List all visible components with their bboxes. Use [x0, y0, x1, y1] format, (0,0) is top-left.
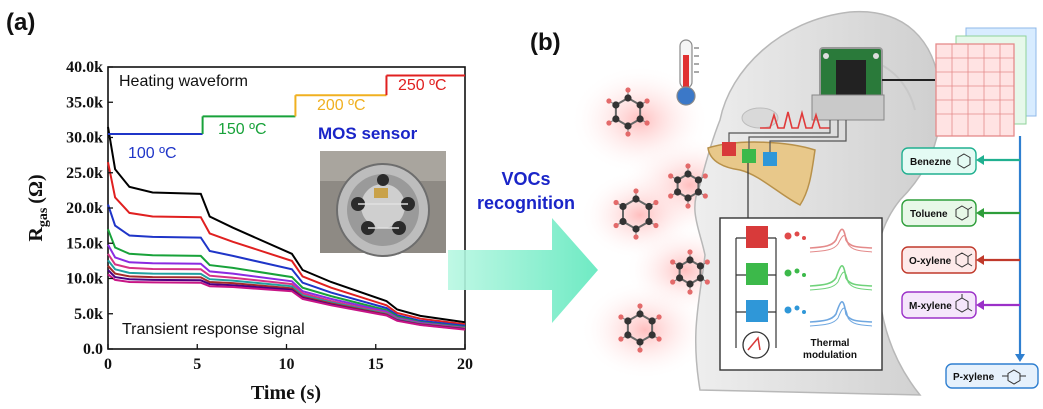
circuit-board: [811, 47, 935, 121]
thermal-label-line1: Thermal: [811, 338, 850, 349]
x-axis-title: Time (s): [251, 382, 321, 404]
mos-sensor-label: MOS sensor: [318, 124, 418, 143]
x-tick-label-1: 5: [193, 356, 201, 373]
molecule-2: [613, 188, 659, 240]
x-tick-label-2: 10: [279, 356, 295, 373]
arrow-label-line2: recognition: [477, 193, 575, 213]
panel-b-label: (b): [530, 29, 561, 56]
voc-box-p-xylene: P-xylene: [945, 363, 1039, 389]
voc-name-toluene: Toluene: [910, 209, 948, 220]
y-tick-label-8: 40.0k: [66, 59, 103, 76]
resistance-chart: 0.0 5.0k 10.0k 15.0k 20.0k 25.0k 30.0k 35.0k 40.…: [25, 59, 473, 404]
thermal-label-line2: modulation: [803, 350, 857, 361]
step-label-200c: 200 ºC: [317, 97, 366, 114]
y-axis-title-sub: gas: [36, 207, 51, 227]
y-axis-title-main: R: [25, 227, 47, 242]
sensor-chamber: [707, 120, 847, 218]
y-axis-title: Rgas (Ω): [25, 174, 51, 241]
voc-name-o-xylene: O-xylene: [909, 256, 952, 267]
series-line-2: [107, 204, 466, 327]
transient-response-label: Transient response signal: [122, 321, 305, 338]
classification-branches: [976, 136, 1025, 362]
molecule-0: [606, 87, 650, 137]
x-axis-ticks: 0 5 10 15 20: [104, 344, 473, 373]
voc-box-m-xylene: M-xylene: [901, 291, 977, 319]
y-axis-ticks: 0.0 5.0k 10.0k 15.0k 20.0k 25.0k 30.0k 35.0k 40.…: [66, 59, 113, 358]
svg-text:Rgas(Ω): Rgas (Ω): [25, 174, 51, 241]
step-label-100c: 100 ºC: [128, 145, 177, 162]
series-line-9: [107, 273, 466, 331]
y-tick-label-2: 10.0k: [66, 271, 103, 288]
pulse-signal: [760, 109, 830, 129]
series-line-0: [107, 126, 466, 324]
vocs-recognition-arrow: VOCs recognition: [448, 169, 598, 323]
step-label-250c: 250 ºC: [398, 77, 447, 94]
voc-box-toluene: Toluene: [901, 199, 977, 227]
y-tick-label-4: 20.0k: [66, 200, 103, 217]
y-tick-label-3: 15.0k: [66, 235, 103, 252]
step-label-150c: 150 ºC: [218, 121, 267, 138]
x-tick-label-0: 0: [104, 356, 112, 373]
voc-box-benezne: Benezne: [901, 147, 977, 175]
y-tick-label-1: 5.0k: [74, 306, 103, 323]
data-matrix-stack: [935, 27, 1037, 137]
series-layer: [107, 126, 466, 331]
thermal-modulation-box: Thermal modulation: [719, 217, 883, 371]
x-tick-label-3: 15: [368, 356, 384, 373]
voc-name-benezne: Benezne: [910, 157, 952, 168]
y-tick-label-0: 0.0: [83, 341, 103, 358]
molecule-3: [670, 249, 710, 295]
panel-a-label: (a): [6, 9, 35, 36]
series-line-3: [107, 228, 466, 329]
heating-waveform: [108, 74, 465, 135]
arrow-label-line1: VOCs: [501, 169, 550, 189]
mos-sensor-photo: [320, 151, 446, 257]
voc-box-o-xylene: O-xylene: [901, 246, 977, 274]
y-tick-label-6: 30.0k: [66, 130, 103, 147]
heating-waveform-label: Heating waveform: [119, 73, 248, 90]
voc-name-m-xylene: M-xylene: [909, 301, 952, 312]
voc-name-p-xylene: P-xylene: [953, 372, 995, 383]
molecule-4: [618, 303, 662, 353]
thermometer-icon: [676, 39, 699, 106]
x-tick-label-4: 20: [457, 356, 473, 373]
series-line-1: [107, 162, 466, 326]
voc-molecules: [606, 87, 710, 353]
y-axis-title-unit: (Ω): [25, 174, 47, 203]
y-tick-label-7: 35.0k: [66, 94, 103, 111]
molecule-1: [668, 163, 708, 209]
y-tick-label-5: 25.0k: [66, 165, 103, 182]
